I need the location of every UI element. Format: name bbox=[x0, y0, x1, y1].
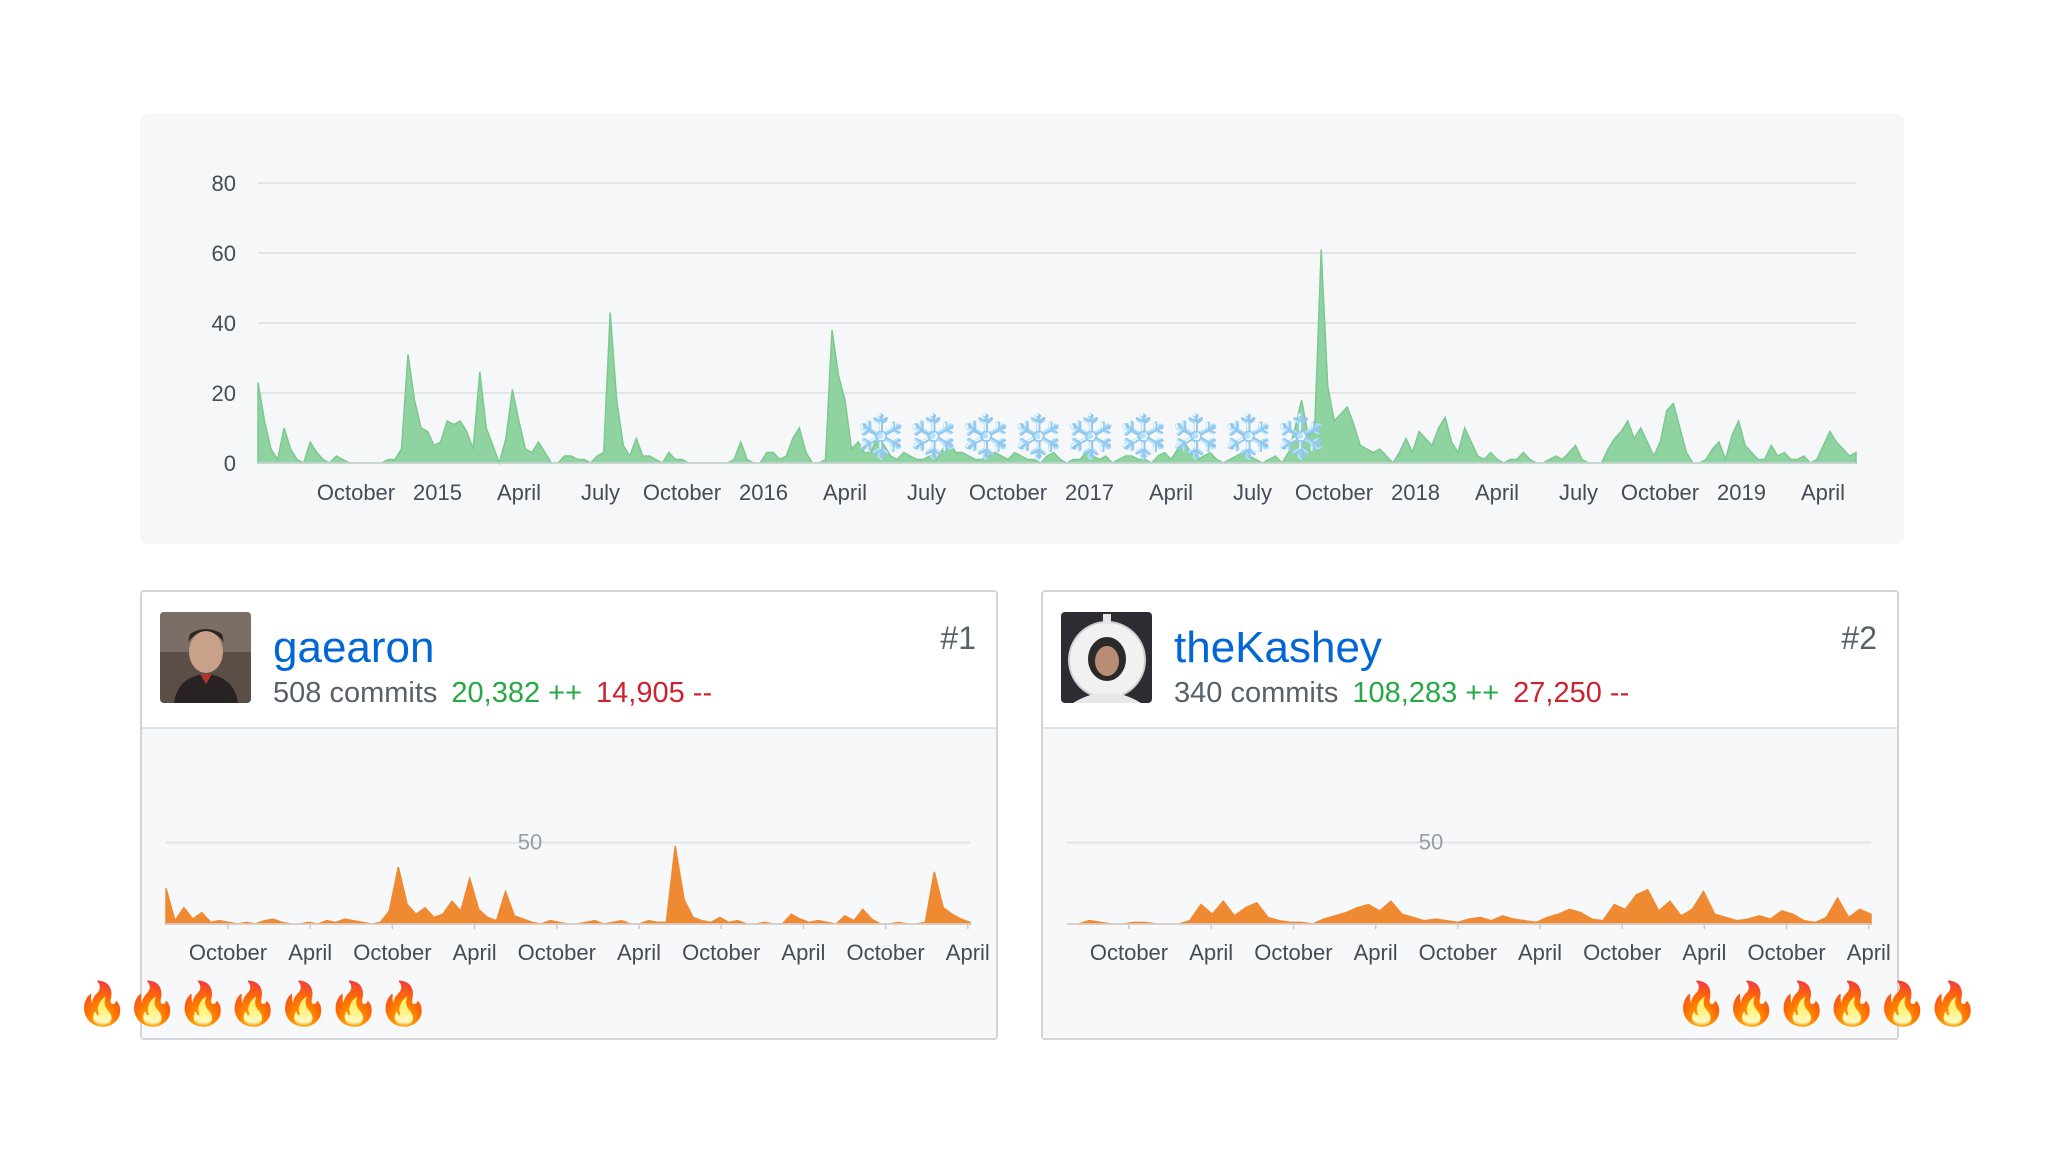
snowflake-icon: ❄️ bbox=[1274, 413, 1328, 461]
contributor-header: theKashey 340 commits 108,283 ++ 27,250 --… bbox=[1043, 592, 1897, 729]
fire-icon: 🔥 bbox=[176, 980, 229, 1027]
y-tick-label: 50 bbox=[1419, 830, 1443, 855]
commits-chart: 0 20 40 60 80 October 2015 April July October 2016… bbox=[212, 171, 1857, 505]
snowflake-icon: ❄️ bbox=[1064, 413, 1118, 461]
x-tick-label: July bbox=[907, 480, 946, 505]
snowflake-icon: ❄️ bbox=[854, 413, 908, 461]
deletions-count: 14,905 -- bbox=[596, 677, 713, 709]
contributor-username[interactable]: theKashey bbox=[1174, 623, 1382, 672]
x-tick-label: July bbox=[1233, 480, 1272, 505]
x-tick-label: July bbox=[1559, 480, 1598, 505]
snowflake-row: ❄️❄️❄️❄️❄️❄️❄️❄️❄️ bbox=[854, 412, 1328, 462]
contributor-header: gaearon 508 commits 20,382 ++ 14,905 -- #1 bbox=[142, 592, 996, 729]
x-tick-label: October bbox=[1747, 940, 1825, 965]
contributor-commits-chart: 50 October April October April October April Oc… bbox=[165, 830, 990, 965]
x-tick-label: April bbox=[946, 940, 990, 965]
x-tick-label: April bbox=[1149, 480, 1193, 505]
contributor-username[interactable]: gaearon bbox=[273, 623, 435, 672]
x-tick-label: October bbox=[682, 940, 760, 965]
y-tick-label: 0 bbox=[224, 451, 236, 476]
y-tick-label: 40 bbox=[212, 311, 236, 336]
fire-icon: 🔥 bbox=[1675, 980, 1727, 1027]
x-tick-label: October bbox=[353, 940, 431, 965]
contributor-rank: #1 bbox=[940, 620, 976, 656]
contributor-commits-chart: 50 October April October April October April Oc… bbox=[1067, 830, 1891, 965]
x-tick-label: July bbox=[581, 480, 620, 505]
x-tick-label: April bbox=[1801, 480, 1845, 505]
contributor-chart-area: 50 October April October April October April Oc… bbox=[1043, 729, 1897, 1038]
x-tick-label: April bbox=[1475, 480, 1519, 505]
contributor-stats: 340 commits 108,283 ++ 27,250 -- bbox=[1174, 675, 1629, 711]
fire-icon: 🔥 bbox=[1725, 980, 1777, 1027]
area-series bbox=[1067, 888, 1872, 925]
x-tick-label: 2018 bbox=[1391, 480, 1440, 505]
contributor-card-2: theKashey 340 commits 108,283 ++ 27,250 --… bbox=[1041, 590, 1899, 1040]
commits-over-time-panel: 0 20 40 60 80 October 2015 April July October 2016… bbox=[140, 114, 1904, 544]
snowflake-icon: ❄️ bbox=[1011, 413, 1066, 461]
x-tick-label: April bbox=[1847, 940, 1891, 965]
fire-icon: 🔥 bbox=[1775, 980, 1828, 1027]
fire-icon: 🔥 bbox=[277, 980, 329, 1027]
x-tick-label: April bbox=[1354, 940, 1398, 965]
fire-icon: 🔥 bbox=[327, 980, 379, 1027]
avatar[interactable] bbox=[160, 612, 251, 703]
fire-icon: 🔥 bbox=[126, 980, 178, 1027]
x-tick-label: October bbox=[1419, 940, 1497, 965]
x-tick-label: October bbox=[317, 480, 395, 505]
y-tick-label: 20 bbox=[212, 381, 236, 406]
fire-icon: 🔥 bbox=[226, 980, 279, 1027]
additions-count: 20,382 ++ bbox=[451, 677, 583, 709]
fire-icon: 🔥 bbox=[76, 980, 128, 1027]
x-tick-label: October bbox=[1583, 940, 1661, 965]
snowflake-icon: ❄️ bbox=[1221, 413, 1276, 461]
y-tick-label: 80 bbox=[212, 171, 236, 196]
y-tick-label: 60 bbox=[212, 241, 236, 266]
avatar[interactable] bbox=[1061, 612, 1152, 703]
x-tick-label: 2017 bbox=[1065, 480, 1114, 505]
avatar-image bbox=[1061, 612, 1152, 703]
x-tick-label: April bbox=[497, 480, 541, 505]
snowflake-icon: ❄️ bbox=[906, 413, 961, 461]
x-tick-label: October bbox=[1295, 480, 1373, 505]
snowflake-icon: ❄️ bbox=[1169, 413, 1223, 461]
x-tick-label: October bbox=[1090, 940, 1168, 965]
deletions-count: 27,250 -- bbox=[1513, 677, 1630, 709]
x-tick-label: April bbox=[781, 940, 825, 965]
commit-count: 508 commits bbox=[273, 677, 438, 709]
contributor-chart-area: 50 October April October April October April Oc… bbox=[142, 729, 996, 1038]
x-tick-label: 2016 bbox=[739, 480, 788, 505]
fire-icon: 🔥 bbox=[377, 980, 430, 1027]
fire-row-1: 🔥🔥🔥🔥🔥🔥🔥 bbox=[76, 978, 430, 1030]
snowflake-icon: ❄️ bbox=[959, 413, 1013, 461]
fire-icon: 🔥 bbox=[1926, 980, 1978, 1027]
x-tick-label: October bbox=[643, 480, 721, 505]
x-tick-label: April bbox=[453, 940, 497, 965]
x-tick-label: April bbox=[1189, 940, 1233, 965]
x-tick-label: 2019 bbox=[1717, 480, 1766, 505]
x-tick-label: October bbox=[189, 940, 267, 965]
additions-count: 108,283 ++ bbox=[1352, 677, 1500, 709]
snowflake-icon: ❄️ bbox=[1116, 413, 1171, 461]
fire-icon: 🔥 bbox=[1825, 980, 1878, 1027]
x-tick-label: April bbox=[617, 940, 661, 965]
x-tick-label: April bbox=[1682, 940, 1726, 965]
fire-row-2: 🔥🔥🔥🔥🔥🔥 bbox=[1675, 978, 1979, 1030]
fire-icon: 🔥 bbox=[1876, 980, 1928, 1027]
contributor-card-1: gaearon 508 commits 20,382 ++ 14,905 -- #1… bbox=[140, 590, 998, 1040]
contributor-stats: 508 commits 20,382 ++ 14,905 -- bbox=[273, 675, 712, 711]
contributor-rank: #2 bbox=[1841, 620, 1877, 656]
x-tick-label: October bbox=[1621, 480, 1699, 505]
x-tick-label: October bbox=[846, 940, 924, 965]
x-tick-label: 2015 bbox=[413, 480, 462, 505]
x-tick-label: April bbox=[823, 480, 867, 505]
x-tick-label: October bbox=[518, 940, 596, 965]
y-tick-label: 50 bbox=[518, 830, 542, 855]
x-tick-label: April bbox=[1518, 940, 1562, 965]
x-tick-label: October bbox=[969, 480, 1047, 505]
area-series bbox=[165, 845, 971, 925]
x-tick-label: April bbox=[288, 940, 332, 965]
commit-count: 340 commits bbox=[1174, 677, 1339, 709]
x-tick-label: October bbox=[1254, 940, 1332, 965]
avatar-image bbox=[160, 612, 251, 703]
